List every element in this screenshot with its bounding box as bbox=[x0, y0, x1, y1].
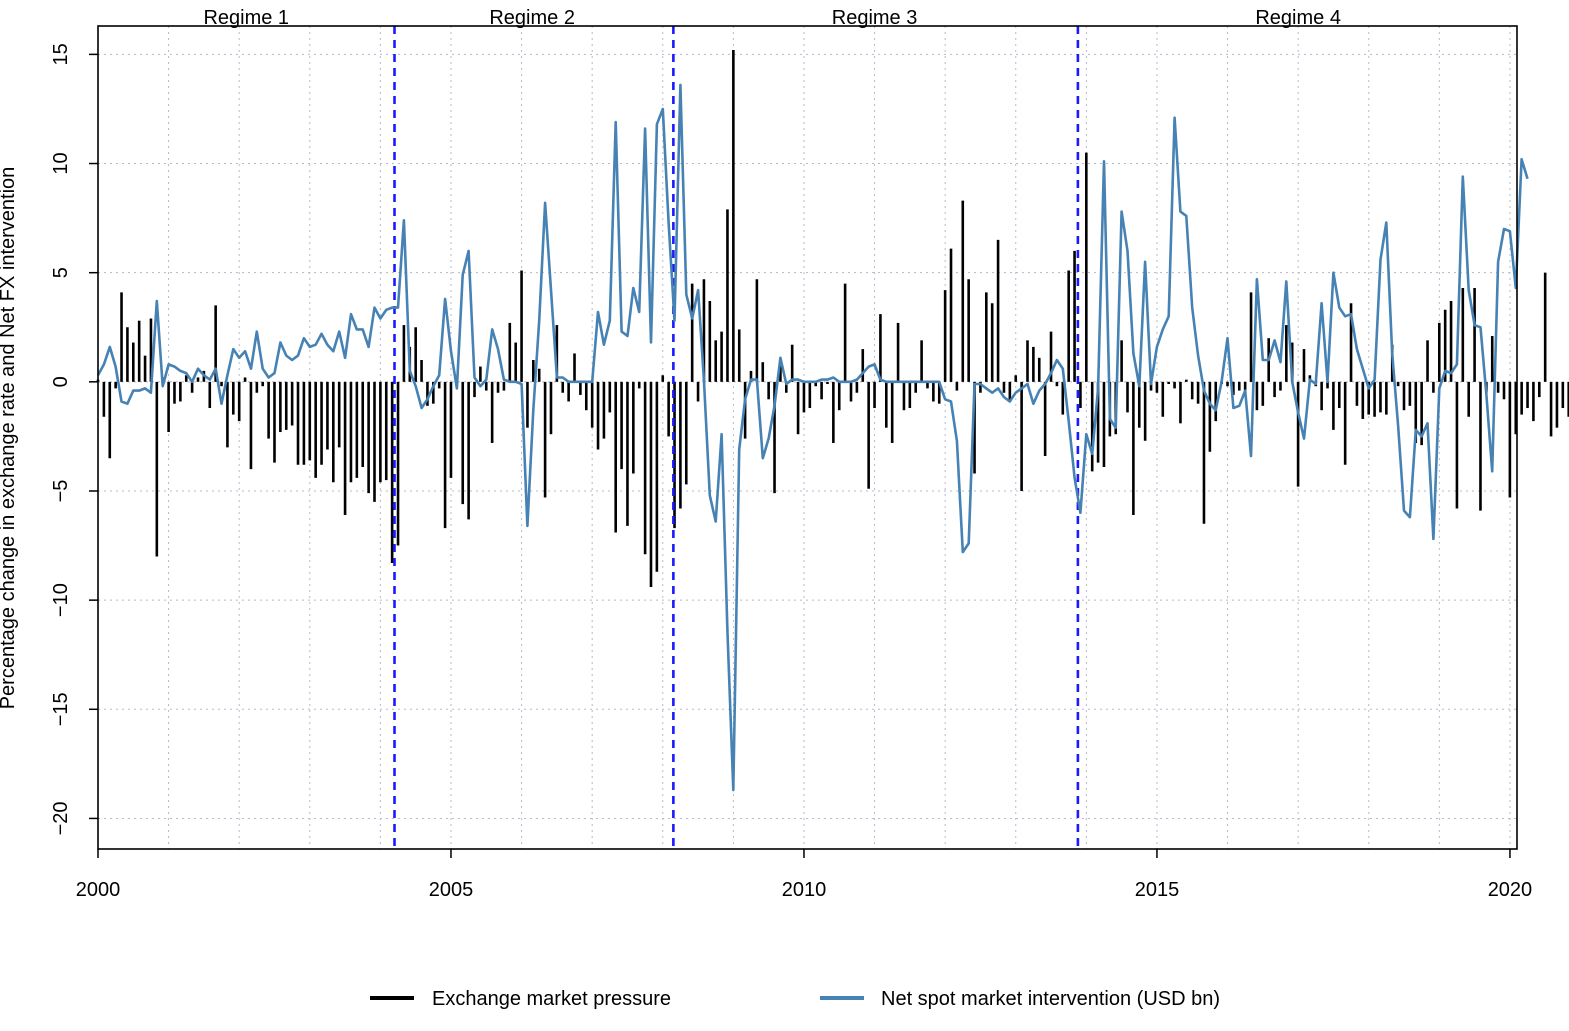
regime-labels: Regime 1 Regime 2 Regime 3 Regime 4 bbox=[203, 7, 1341, 29]
y-tick-label: −20 bbox=[50, 801, 72, 835]
y-tick-label: −5 bbox=[50, 480, 72, 503]
x-tick-label: 2010 bbox=[782, 879, 827, 901]
bar-series-exchange-market-pressure bbox=[96, 50, 1569, 588]
x-tick-label: 2000 bbox=[76, 879, 121, 901]
regime-label: Regime 3 bbox=[832, 7, 918, 29]
x-tick-label: 2005 bbox=[429, 879, 474, 901]
x-tick-label: 2020 bbox=[1488, 879, 1533, 901]
regime-label: Regime 4 bbox=[1255, 7, 1341, 29]
regime-break-lines bbox=[393, 26, 1080, 849]
legend: Exchange market pressure Net spot market… bbox=[370, 988, 1220, 1010]
regime-label: Regime 1 bbox=[203, 7, 289, 29]
y-axis-title: Percentage change in exchange rate and N… bbox=[0, 167, 19, 710]
y-tick-label: 5 bbox=[50, 267, 72, 278]
y-tick-label: 0 bbox=[50, 376, 72, 387]
y-tick-label: 10 bbox=[50, 152, 72, 174]
regime-label: Regime 2 bbox=[489, 7, 575, 29]
legend-label-exchange-market-pressure: Exchange market pressure bbox=[432, 988, 671, 1010]
y-tick-label: 15 bbox=[50, 43, 72, 65]
x-tick-label: 2015 bbox=[1135, 879, 1180, 901]
line-series-net-spot-intervention bbox=[96, 83, 1529, 792]
legend-label-net-spot-intervention: Net spot market intervention (USD bn) bbox=[881, 988, 1220, 1010]
plot-frame bbox=[97, 25, 1518, 850]
axes: 2000 2005 2010 2015 2020 −20 −15 −10 −5 0 5 10 15 bbox=[50, 43, 1532, 901]
y-tick-label: −15 bbox=[50, 692, 72, 726]
series-line bbox=[96, 83, 1529, 792]
y-tick-label: −10 bbox=[50, 583, 72, 617]
